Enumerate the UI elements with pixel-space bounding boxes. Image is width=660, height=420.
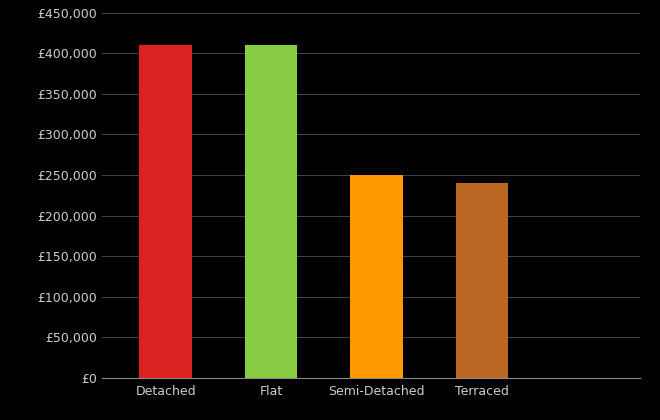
- Bar: [350, 175, 403, 378]
- Bar: [245, 45, 298, 378]
- Bar: [139, 45, 192, 378]
- Bar: [455, 183, 508, 378]
